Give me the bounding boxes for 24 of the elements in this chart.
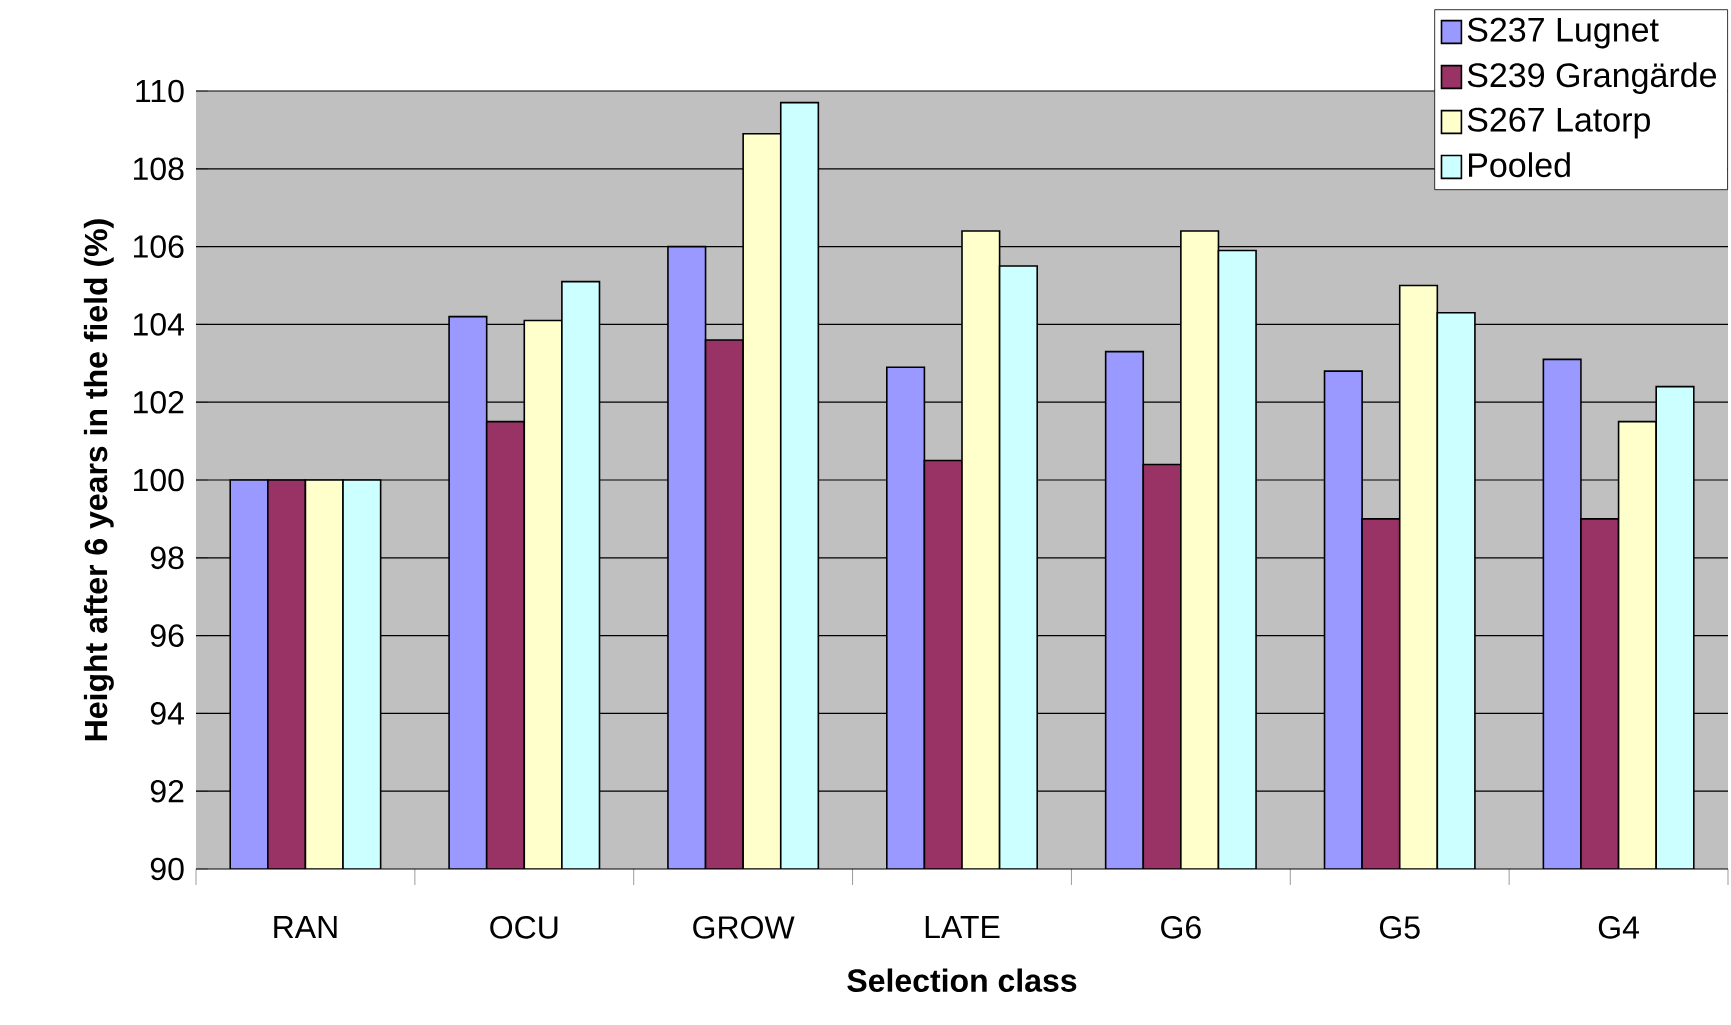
x-axis-title: Selection class <box>847 968 1077 992</box>
y-axis-title: Height after 6 years in the field (%) <box>83 219 114 741</box>
x-tick-label: GROW <box>693 916 795 939</box>
legend-label: S267 Latorp <box>1467 107 1650 139</box>
y-tick-label: 98 <box>150 546 184 570</box>
y-tick-label: 110 <box>136 79 184 103</box>
y-tick-label: 94 <box>150 702 184 725</box>
y-tick-label: 100 <box>133 468 184 492</box>
legend-label: S237 Lugnet <box>1467 17 1659 49</box>
y-tick-label: 90 <box>150 857 184 881</box>
y-tick-label: 96 <box>150 624 184 647</box>
x-tick-label: RAN <box>274 916 337 939</box>
x-tick-label: G5 <box>1379 916 1420 939</box>
y-tick-label: 106 <box>133 235 184 258</box>
x-tick-label: G4 <box>1598 916 1639 939</box>
x-tick-label: G6 <box>1161 916 1201 939</box>
y-tick-label: 102 <box>133 390 184 414</box>
x-tick-label: LATE <box>925 916 1000 939</box>
y-tick-label: 104 <box>133 313 184 336</box>
y-tick-label: 108 <box>133 157 184 181</box>
legend-label: Pooled <box>1469 152 1570 178</box>
legend-label: S239 Grangärde <box>1467 62 1717 94</box>
x-tick-label: OCU <box>490 916 558 939</box>
y-tick-label: 92 <box>150 779 184 803</box>
